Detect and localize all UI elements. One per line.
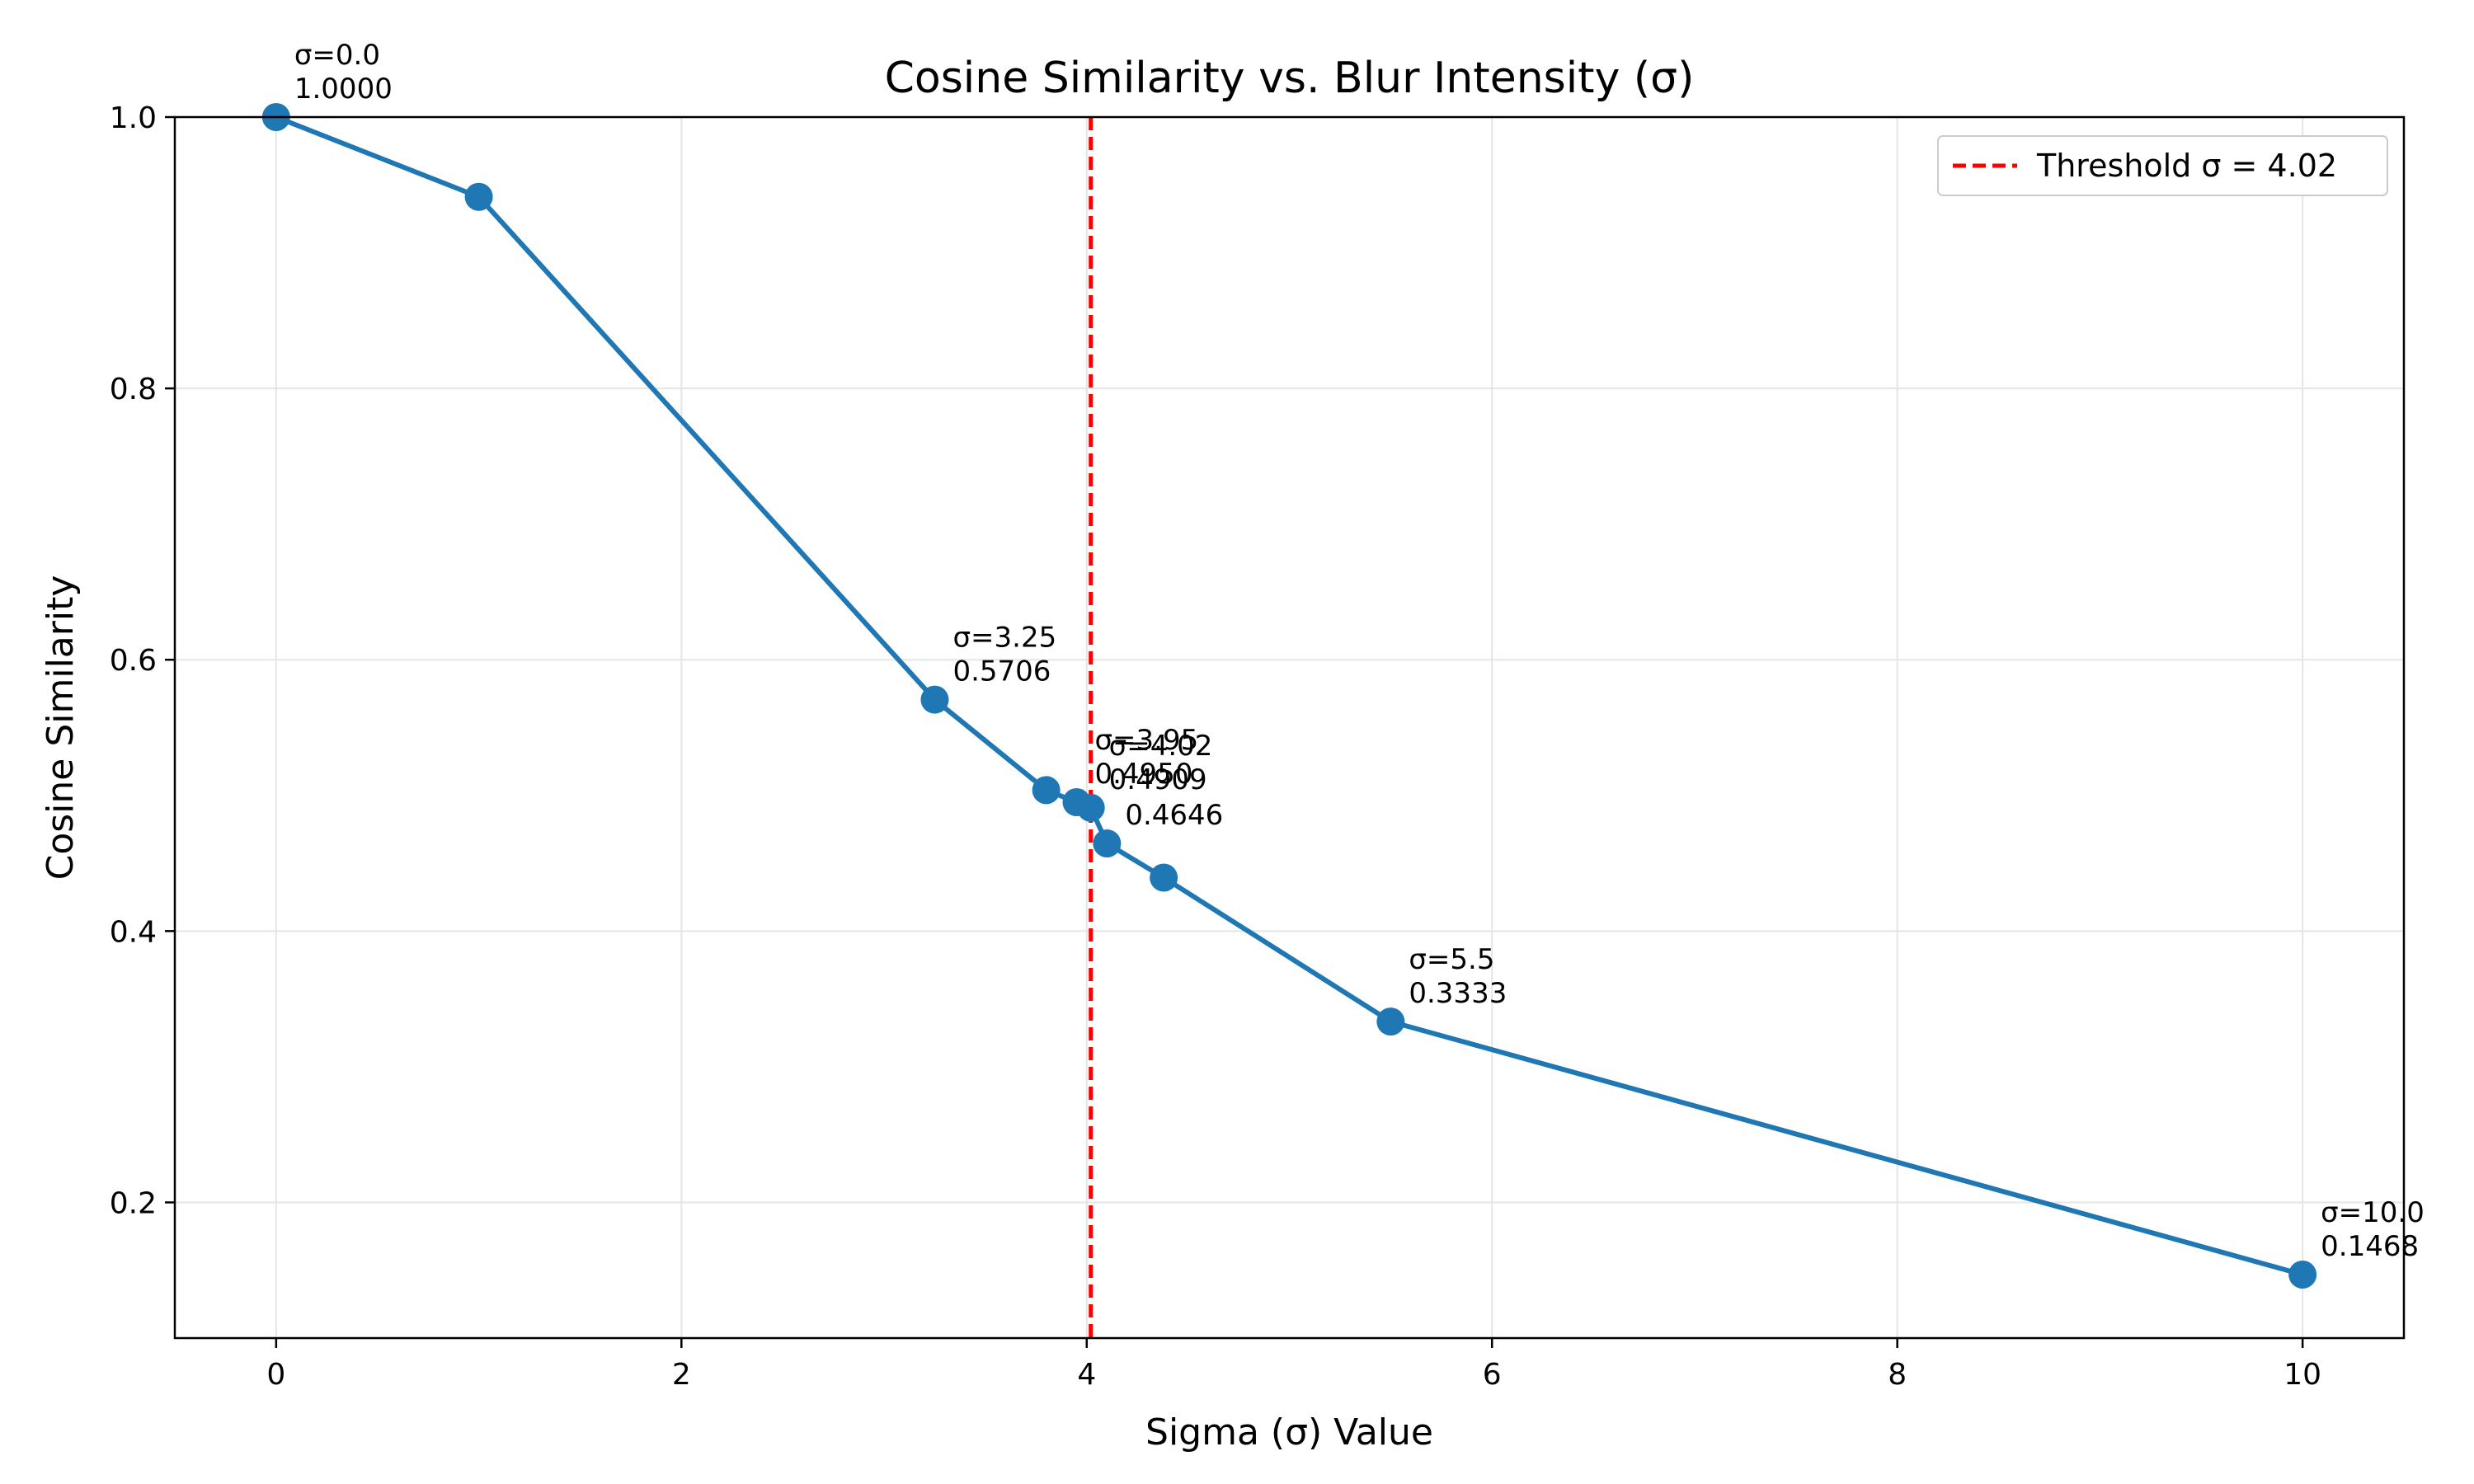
x-tick-label: 4 (1077, 1358, 1096, 1392)
data-point (920, 685, 949, 714)
annotation-sigma: σ=10.0 (2321, 1196, 2425, 1229)
annotation-sigma: σ=0.0 (294, 39, 380, 72)
y-tick-label: 0.6 (110, 644, 157, 678)
x-tick-label: 6 (1483, 1358, 1502, 1392)
annotation-value: 1.0000 (294, 73, 393, 106)
legend-threshold-label: Threshold σ = 4.02 (2036, 148, 2337, 184)
x-tick-label: 0 (266, 1358, 285, 1392)
data-point (2288, 1260, 2317, 1289)
annotation-sigma: σ=3.95 (1094, 724, 1198, 757)
x-tick-label: 10 (2284, 1358, 2321, 1392)
data-point (1150, 863, 1178, 892)
data-point (1076, 793, 1105, 822)
ticks: 0 2 4 6 8 10 0.2 0.4 0.6 0.8 1.0 (110, 101, 2321, 1392)
annotation-value: 0.1468 (2321, 1230, 2419, 1263)
data-point (464, 182, 493, 211)
data-point (1376, 1007, 1405, 1036)
x-tick-label: 2 (672, 1358, 691, 1392)
y-tick-label: 0.2 (110, 1186, 157, 1220)
y-tick-label: 0.8 (110, 373, 157, 406)
annotation-sigma: σ=3.25 (952, 622, 1056, 655)
plot-frame (173, 115, 2406, 1340)
x-axis-label: Sigma (σ) Value (1145, 1411, 1433, 1453)
data-point (1093, 829, 1122, 858)
legend-box (1937, 135, 2388, 196)
annotation-value: 0.4646 (1125, 799, 1223, 832)
annotation-value: 0.4909 (1109, 763, 1207, 796)
y-tick-label: 1.0 (110, 101, 157, 135)
y-axis-label: Cosine Similarity (40, 575, 82, 881)
annotation-sigma: σ=4.02 (1109, 730, 1213, 763)
x-tick-label: 8 (1888, 1358, 1907, 1392)
y-tick-label: 0.4 (110, 915, 157, 949)
annotation-sigma: σ=5.5 (1409, 943, 1494, 976)
data-point (1032, 776, 1061, 805)
annotations: σ=0.01.0000 σ=3.250.5706 σ=3.950.4950σ=4.0… (294, 39, 2425, 1263)
series-layer (261, 103, 2317, 1289)
chart-title: Cosine Similarity vs. Blur Intensity (σ) (885, 54, 1695, 103)
legend: Threshold σ = 4.02 (1937, 135, 2388, 196)
annotation-value: 0.5706 (952, 655, 1051, 688)
annotation-value: 0.4950 (1094, 758, 1192, 791)
annotation-value: 0.3333 (1409, 977, 1507, 1010)
